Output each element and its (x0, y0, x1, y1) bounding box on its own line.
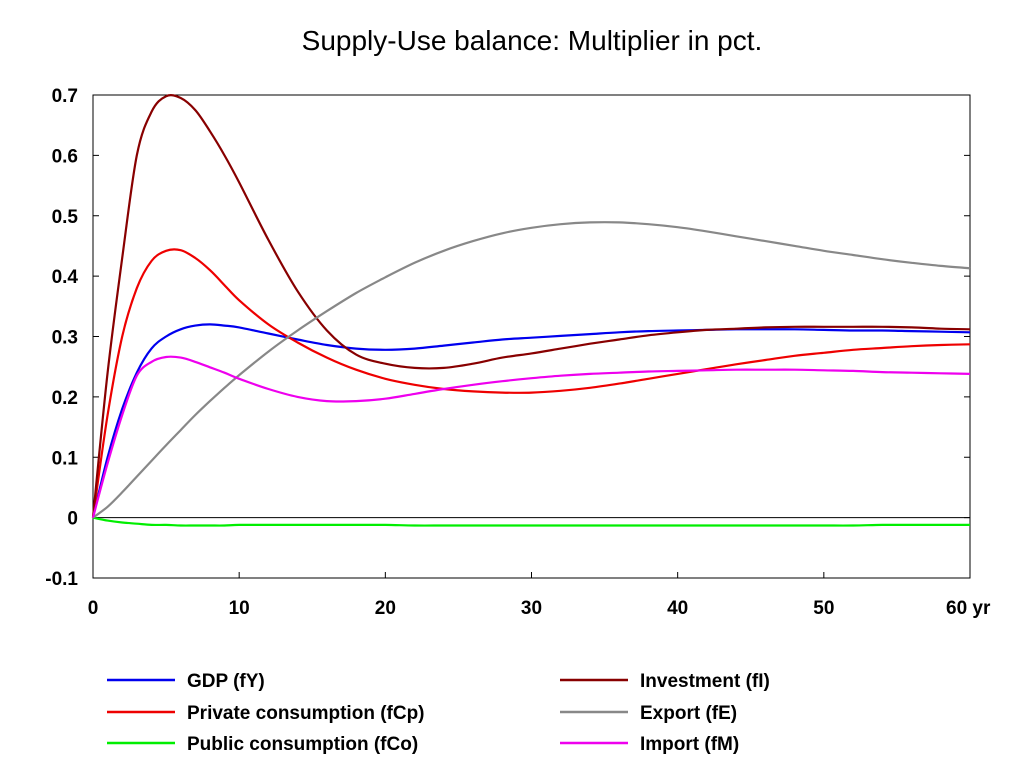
legend-label-import-fm: Import (fM) (640, 734, 739, 755)
legend: GDP (fY) Private consumption (fCp) Public … (107, 671, 770, 755)
plot-frame (92, 94, 971, 579)
x-tick-label: 30 (521, 598, 542, 619)
y-tick-label: 0.4 (52, 267, 79, 288)
axes: -0.1 0 0.1 0.2 0.3 0.4 0.5 0.6 0.7 0 10 20 30 40 50 60 … (45, 86, 991, 619)
series-line-gdp-fy (91, 323, 971, 518)
legend-label-private-consumption-fcp: Private consumption (fCp) (187, 703, 425, 724)
y-tick-label: 0 (67, 509, 78, 530)
series-line-investment-fi (91, 94, 971, 518)
y-tick-label: 0.6 (52, 146, 78, 167)
y-tick-label: 0.3 (52, 328, 78, 349)
series-line-import-fm (91, 355, 971, 518)
x-tick-label: 10 (229, 598, 250, 619)
legend-label-export-fe: Export (fE) (640, 703, 737, 724)
legend-label-investment-fi: Investment (fI) (640, 671, 770, 692)
series-line-export-fe (92, 221, 971, 519)
series-line-public-consumption-fco (92, 516, 970, 527)
chart-title: Supply-Use balance: Multiplier in pct. (302, 25, 763, 56)
x-tick-label: 0 (88, 598, 99, 619)
x-tick-label: 60 yr (946, 598, 991, 619)
series-line-private-consumption-fcp (91, 248, 971, 518)
y-tick-label: 0.5 (52, 207, 79, 228)
x-tick-label: 50 (813, 598, 834, 619)
y-tick-label: -0.1 (45, 569, 78, 590)
x-tick-label: 40 (667, 598, 688, 619)
y-tick-label: 0.1 (52, 448, 79, 469)
series-lines (91, 94, 971, 527)
y-tick-label: 0.2 (52, 388, 78, 409)
legend-label-gdp-fy: GDP (fY) (187, 671, 265, 692)
x-tick-label: 20 (375, 598, 396, 619)
y-tick-label: 0.7 (52, 86, 78, 107)
legend-label-public-consumption-fco: Public consumption (fCo) (187, 734, 418, 755)
